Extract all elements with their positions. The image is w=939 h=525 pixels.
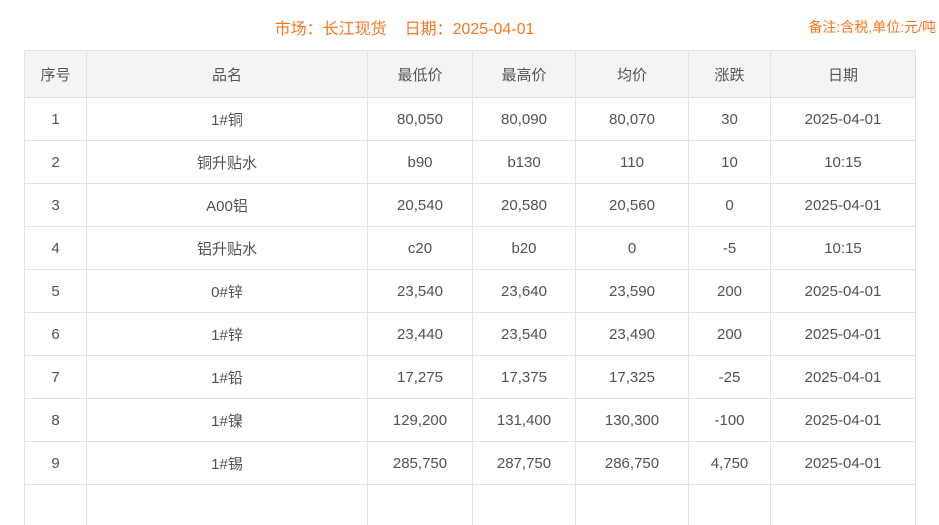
cell-avg: 110: [575, 140, 689, 184]
cell-change: 200: [688, 269, 771, 313]
cell-avg: 17,325: [575, 355, 689, 399]
cell-avg: 80,070: [575, 97, 689, 141]
column-header-date: 日期: [770, 50, 916, 98]
date-label: 日期：2025-04-01: [404, 21, 535, 38]
unit-note: 备注:含税,单位:元/吨: [808, 19, 936, 35]
cell-low: c20: [367, 226, 473, 270]
cell-empty: [770, 484, 916, 525]
cell-change: 0: [688, 183, 771, 227]
cell-empty: [86, 484, 368, 525]
cell-name: 1#铅: [86, 355, 368, 399]
cell-date: 10:15: [770, 140, 916, 184]
table-row: 4 铝升贴水 c20 b20 0 -5 10:15: [24, 226, 916, 270]
table-row: 9 1#锡 285,750 287,750 286,750 4,750 2025-04-01: [24, 441, 916, 485]
cell-low: 129,200: [367, 398, 473, 442]
spot-price-table: 序号 品名 最低价 最高价 均价 涨跌 日期 1 1#铜 80,050 80,090 80,070 3…: [24, 50, 916, 525]
cell-name: 铜升贴水: [86, 140, 368, 184]
cell-high: b20: [472, 226, 576, 270]
table-row: 5 0#锌 23,540 23,640 23,590 200 2025-04-01: [24, 269, 916, 313]
market-label: 市场：长江现货: [274, 21, 387, 38]
table-row: 8 1#镍 129,200 131,400 130,300 -100 2025-04-01: [24, 398, 916, 442]
cell-no: 8: [24, 398, 87, 442]
cell-name: A00铝: [86, 183, 368, 227]
cell-date: 10:15: [770, 226, 916, 270]
table-row: 7 1#铅 17,275 17,375 17,325 -25 2025-04-01: [24, 355, 916, 399]
cell-name: 1#镍: [86, 398, 368, 442]
cell-no: 9: [24, 441, 87, 485]
cell-change: -5: [688, 226, 771, 270]
cell-empty: [24, 484, 87, 525]
cell-empty: [688, 484, 771, 525]
cell-empty: [575, 484, 689, 525]
page-header: 市场：长江现货 日期：2025-04-01 备注:含税,单位:元/吨: [0, 0, 939, 50]
cell-high: 20,580: [472, 183, 576, 227]
cell-avg: 23,590: [575, 269, 689, 313]
cell-date: 2025-04-01: [770, 441, 916, 485]
cell-no: 4: [24, 226, 87, 270]
cell-date: 2025-04-01: [770, 312, 916, 356]
cell-high: 17,375: [472, 355, 576, 399]
cell-no: 2: [24, 140, 87, 184]
column-header-avg: 均价: [575, 50, 689, 98]
cell-low: 20,540: [367, 183, 473, 227]
cell-high: 287,750: [472, 441, 576, 485]
table-row-partial: [24, 484, 916, 525]
table-row: 1 1#铜 80,050 80,090 80,070 30 2025-04-01: [24, 97, 916, 141]
page-title: 市场：长江现货 日期：2025-04-01: [0, 15, 874, 39]
column-header-high: 最高价: [472, 50, 576, 98]
cell-low: 285,750: [367, 441, 473, 485]
cell-low: b90: [367, 140, 473, 184]
cell-change: 30: [688, 97, 771, 141]
cell-date: 2025-04-01: [770, 183, 916, 227]
column-header-low: 最低价: [367, 50, 473, 98]
cell-date: 2025-04-01: [770, 398, 916, 442]
cell-no: 7: [24, 355, 87, 399]
table-row: 3 A00铝 20,540 20,580 20,560 0 2025-04-01: [24, 183, 916, 227]
cell-date: 2025-04-01: [770, 97, 916, 141]
cell-no: 6: [24, 312, 87, 356]
table-row: 2 铜升贴水 b90 b130 110 10 10:15: [24, 140, 916, 184]
cell-name: 1#铜: [86, 97, 368, 141]
cell-empty: [367, 484, 473, 525]
cell-change: -100: [688, 398, 771, 442]
cell-low: 80,050: [367, 97, 473, 141]
cell-empty: [472, 484, 576, 525]
cell-high: 131,400: [472, 398, 576, 442]
column-header-change: 涨跌: [688, 50, 771, 98]
cell-change: 4,750: [688, 441, 771, 485]
cell-avg: 0: [575, 226, 689, 270]
column-header-name: 品名: [86, 50, 368, 98]
cell-high: 23,640: [472, 269, 576, 313]
cell-avg: 286,750: [575, 441, 689, 485]
cell-name: 铝升贴水: [86, 226, 368, 270]
cell-high: b130: [472, 140, 576, 184]
cell-low: 23,540: [367, 269, 473, 313]
cell-name: 1#锌: [86, 312, 368, 356]
cell-high: 23,540: [472, 312, 576, 356]
cell-no: 3: [24, 183, 87, 227]
cell-avg: 20,560: [575, 183, 689, 227]
cell-date: 2025-04-01: [770, 269, 916, 313]
cell-avg: 130,300: [575, 398, 689, 442]
cell-low: 23,440: [367, 312, 473, 356]
column-header-no: 序号: [24, 50, 87, 98]
cell-low: 17,275: [367, 355, 473, 399]
cell-name: 1#锡: [86, 441, 368, 485]
cell-change: -25: [688, 355, 771, 399]
cell-no: 1: [24, 97, 87, 141]
cell-high: 80,090: [472, 97, 576, 141]
table-header-row: 序号 品名 最低价 最高价 均价 涨跌 日期: [24, 50, 916, 98]
cell-date: 2025-04-01: [770, 355, 916, 399]
cell-change: 10: [688, 140, 771, 184]
cell-change: 200: [688, 312, 771, 356]
cell-name: 0#锌: [86, 269, 368, 313]
cell-avg: 23,490: [575, 312, 689, 356]
table-row: 6 1#锌 23,440 23,540 23,490 200 2025-04-01: [24, 312, 916, 356]
cell-no: 5: [24, 269, 87, 313]
